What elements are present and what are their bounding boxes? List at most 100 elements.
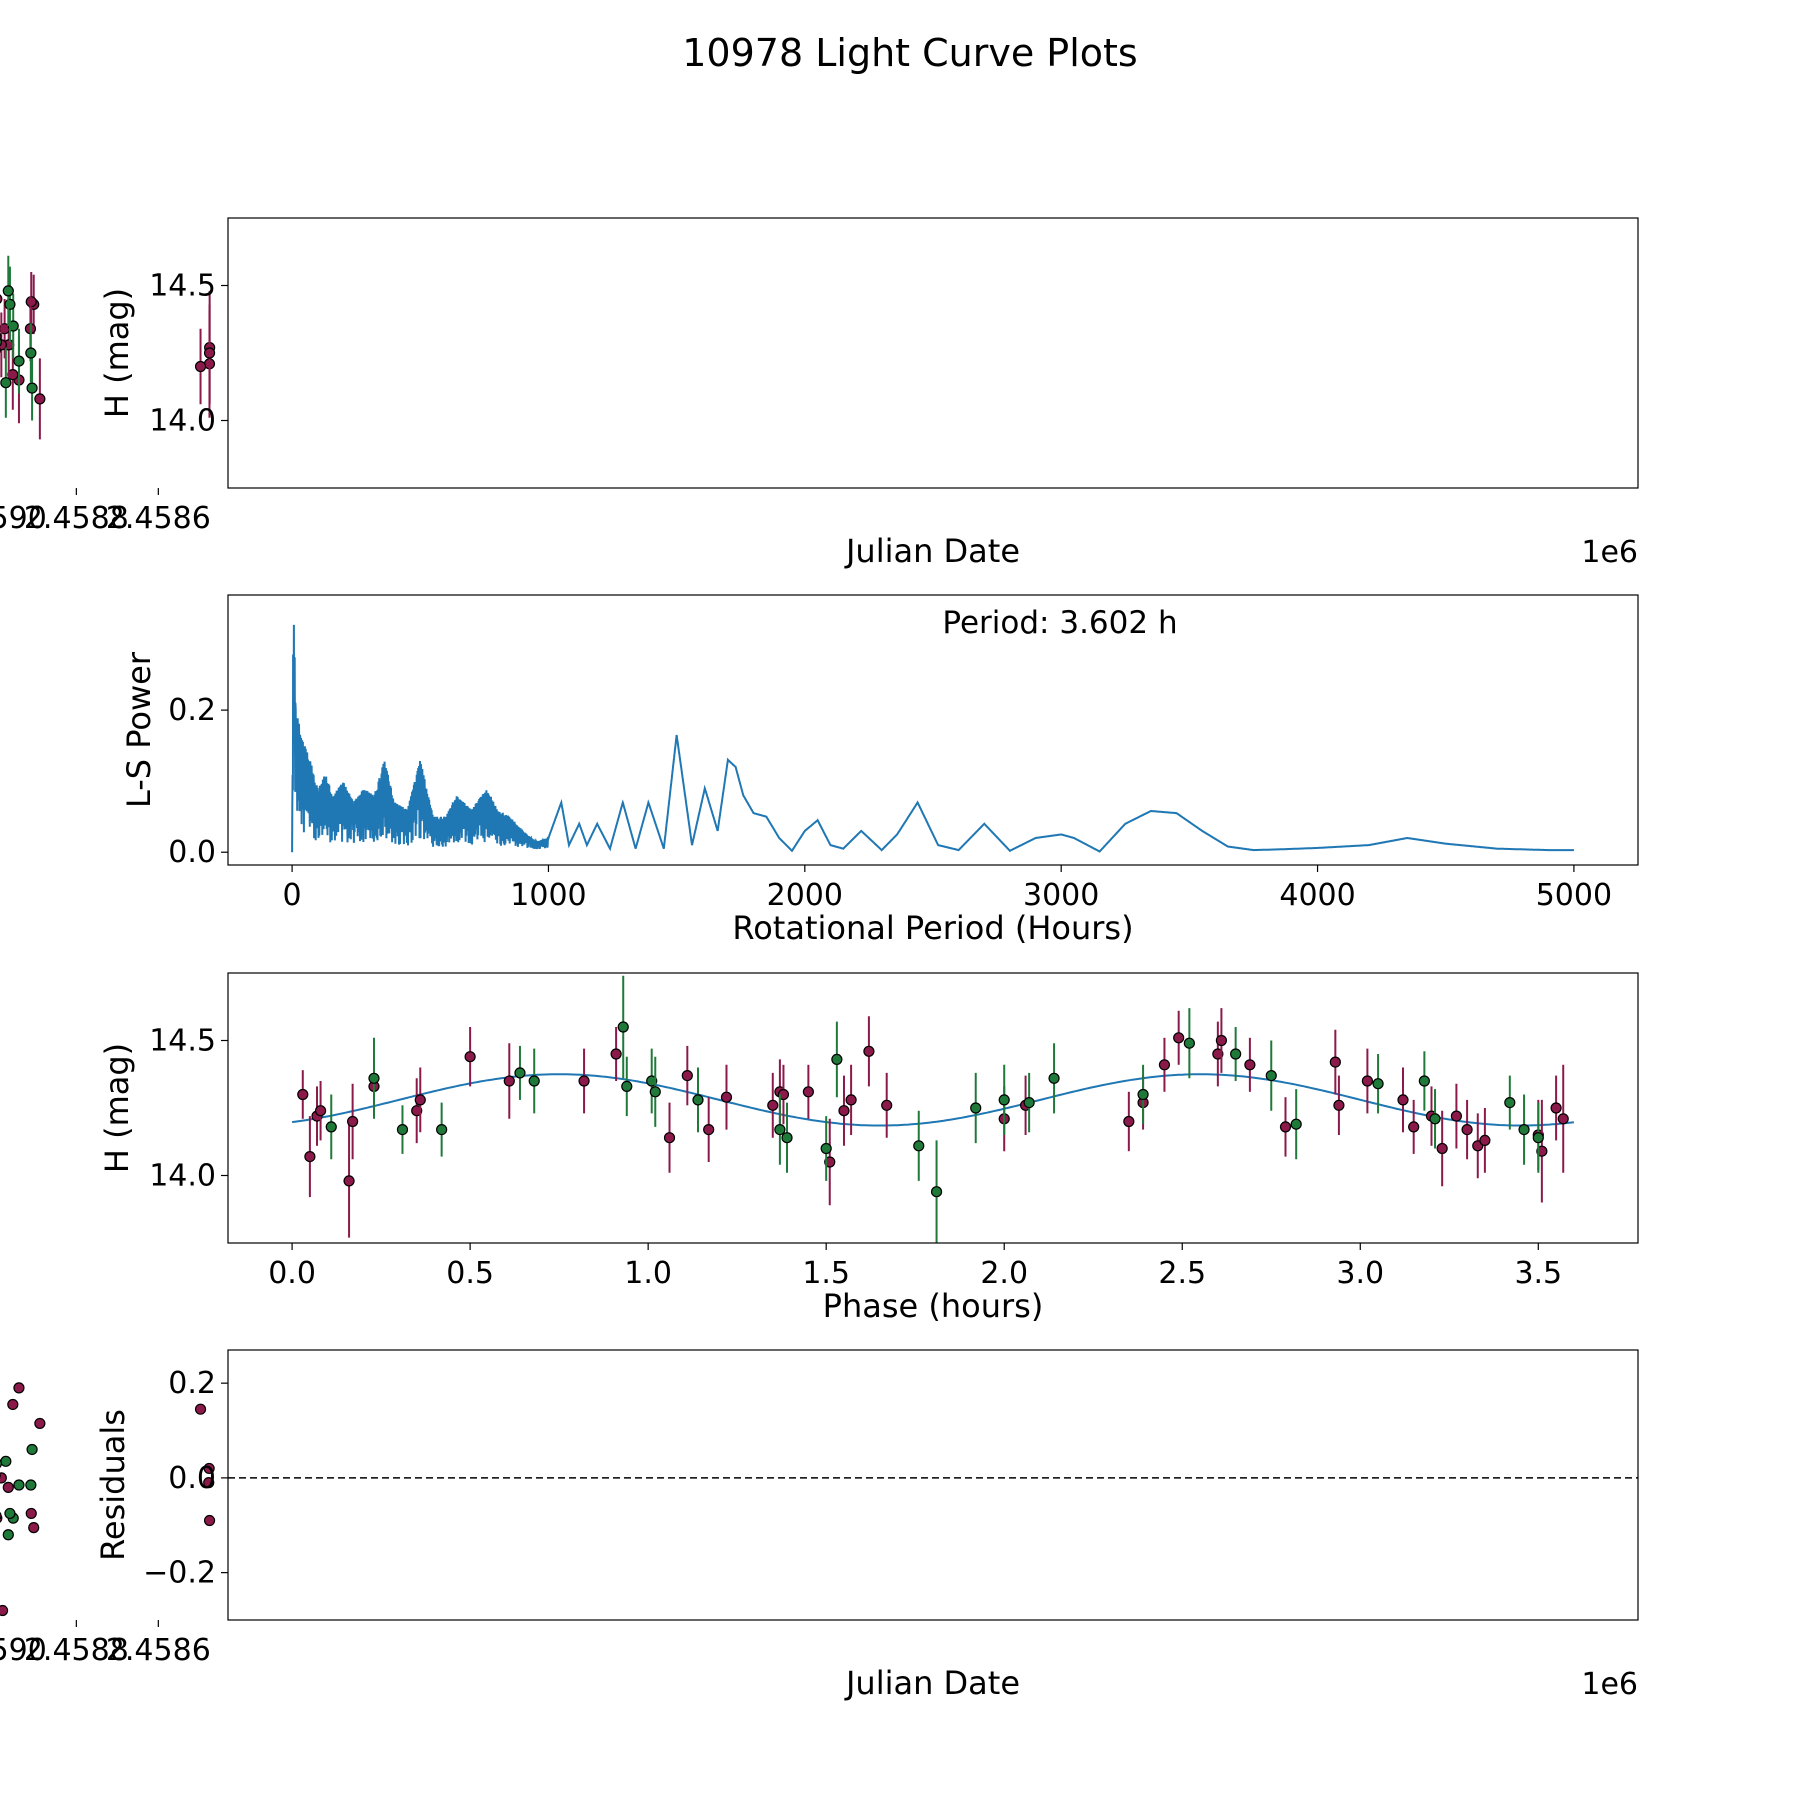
data-point: [1361, 1075, 1373, 1087]
data-point: [203, 1462, 215, 1475]
data-point: [998, 1094, 1010, 1106]
y-tick-label: 0.2: [168, 693, 216, 728]
x-tick-label: 0.0: [268, 1256, 316, 1291]
y-tick-label: 14.0: [149, 1159, 216, 1194]
data-point: [1123, 1115, 1135, 1128]
data-point: [1461, 1123, 1473, 1136]
data-point: [820, 1142, 832, 1155]
data-point: [649, 1086, 661, 1098]
data-point: [314, 1105, 327, 1117]
x-tick-label: 2.4586: [106, 1633, 211, 1668]
data-point: [2, 285, 14, 297]
data-point: [1230, 1048, 1242, 1060]
data-point: [4, 1507, 16, 1520]
data-point: [1418, 1075, 1430, 1087]
data-point: [25, 1507, 37, 1520]
phased-frame: [227, 972, 1639, 1244]
light-curve-xlabel: Julian Date: [844, 532, 1020, 570]
data-point: [514, 1067, 526, 1079]
data-point: [1436, 1142, 1448, 1155]
data-point: [1397, 1094, 1409, 1106]
panel-periodogram: 0 1000 2000 3000 4000 5000 0.0 0.2 Period: 3.60…: [120, 594, 1639, 947]
data-point: [838, 1105, 850, 1117]
x-tick-label: 1000: [510, 878, 586, 913]
data-point: [0, 1459, 3, 1468]
data-point: [970, 1102, 982, 1114]
data-point: [1504, 1096, 1516, 1109]
data-point: [578, 1075, 590, 1087]
data-point: [503, 1075, 515, 1087]
residuals-frame: [227, 1349, 1639, 1621]
x-tick-label: 2.4588: [24, 1633, 129, 1668]
light-curve-frame: [227, 217, 1639, 489]
data-point: [1450, 1110, 1463, 1122]
data-point: [203, 347, 216, 359]
data-point: [2, 1529, 14, 1541]
light-curve-plot-area: [0, 255, 216, 440]
x-tick-label: 2.4590: [0, 1633, 47, 1668]
data-point: [1023, 1096, 1035, 1109]
figure-title: 10978 Light Curve Plots: [682, 31, 1137, 75]
data-point: [347, 1115, 359, 1128]
residuals-plot-area: [0, 1382, 1638, 1617]
data-point: [1290, 1118, 1302, 1130]
x-tick-label: 2.4590: [0, 501, 47, 536]
data-point: [368, 1072, 380, 1084]
phased-ylabel: H (mag): [98, 1043, 136, 1173]
x-tick-label: 2.4588: [24, 501, 129, 536]
x-tick-label: 2.0: [980, 1256, 1028, 1291]
phased-ticks: 0.0 0.5 1.0 1.5 2.0 2.5 3.0 3.5 14.0 14.5: [149, 1024, 1562, 1292]
data-point: [720, 1091, 733, 1103]
data-point: [1173, 1032, 1185, 1044]
x-tick-label: 2.5: [1158, 1256, 1206, 1291]
panel-phased: 0.0 0.5 1.0 1.5 2.0 2.5 3.0 3.5 14.0 14.5 Phase (…: [98, 972, 1639, 1325]
x-tick-label: 1.0: [624, 1256, 672, 1291]
data-point: [13, 1479, 25, 1491]
data-point: [0, 337, 3, 347]
data-point: [863, 1045, 875, 1057]
data-point: [1244, 1059, 1256, 1071]
phased-xlabel: Phase (hours): [823, 1287, 1044, 1325]
y-tick-label: 0.0: [168, 835, 216, 870]
data-point: [194, 360, 207, 373]
periodogram-frame: [227, 594, 1639, 866]
data-point: [13, 1382, 25, 1394]
data-point: [4, 298, 16, 310]
residuals-ylabel: Residuals: [94, 1409, 132, 1561]
data-point: [610, 1048, 622, 1060]
phased-plot-area: [291, 975, 1575, 1243]
data-point: [703, 1123, 715, 1136]
data-point: [1279, 1121, 1292, 1133]
x-tick-label: 3.0: [1336, 1256, 1384, 1291]
data-point: [1137, 1088, 1149, 1101]
data-point: [881, 1099, 893, 1111]
data-point: [0, 1604, 9, 1617]
data-point: [25, 1479, 37, 1491]
residuals-xlabel: Julian Date: [844, 1664, 1020, 1702]
data-point: [617, 1021, 629, 1033]
data-point: [621, 1080, 633, 1093]
data-point: [1518, 1123, 1530, 1136]
periodogram-ylabel: L-S Power: [120, 651, 158, 808]
data-point: [297, 1088, 309, 1101]
data-point: [1048, 1072, 1060, 1084]
x-tick-label: 4000: [1279, 878, 1355, 913]
periodogram-series-line: [291, 624, 1574, 853]
data-point: [203, 1477, 215, 1489]
data-point: [845, 1094, 857, 1106]
data-point: [1158, 1059, 1171, 1071]
data-point: [1183, 1037, 1195, 1049]
data-point: [414, 1094, 426, 1106]
data-point: [1557, 1113, 1569, 1125]
periodogram-xlabel: Rotational Period (Hours): [732, 909, 1133, 947]
y-tick-label: 14.5: [149, 1024, 216, 1059]
data-point: [1479, 1134, 1491, 1147]
data-point: [663, 1132, 676, 1144]
data-point: [0, 1511, 2, 1520]
data-point: [1532, 1132, 1544, 1144]
periodogram-plot-area: [291, 624, 1574, 853]
x-tick-label: 0: [283, 878, 302, 913]
data-point: [1329, 1056, 1341, 1068]
